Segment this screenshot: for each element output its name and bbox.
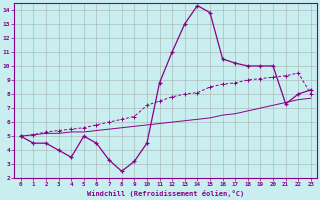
X-axis label: Windchill (Refroidissement éolien,°C): Windchill (Refroidissement éolien,°C) — [87, 190, 244, 197]
